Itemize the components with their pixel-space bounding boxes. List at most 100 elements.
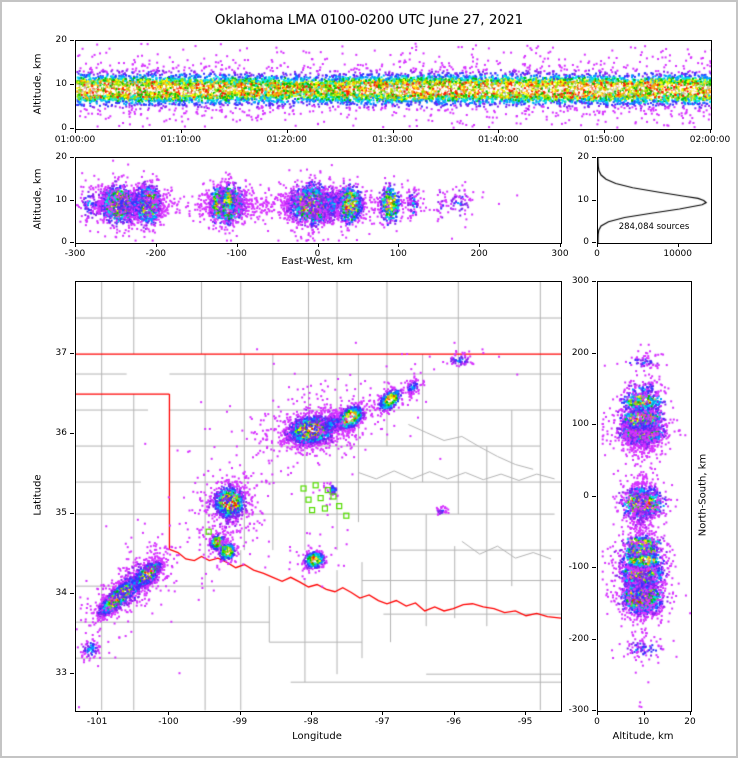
east-west-xlabel: East-West, km	[281, 256, 353, 267]
tick-label: 35	[55, 508, 67, 519]
tick-mark	[398, 243, 400, 247]
tick-mark	[70, 128, 74, 129]
tick-label: 0	[594, 717, 600, 727]
figure-title: Oklahoma LMA 0100-0200 UTC June 27, 2021	[214, 12, 524, 28]
tick-label: -97	[375, 717, 390, 727]
north-south-xlabel: Altitude, km	[612, 731, 674, 742]
tick-mark	[180, 129, 182, 133]
tick-mark	[70, 593, 74, 595]
tick-label: 10	[55, 194, 67, 205]
plan-view-canvas	[76, 282, 561, 711]
tick-label: -96	[446, 717, 462, 727]
tick-label: 33	[55, 668, 67, 679]
tick-label: 0	[61, 123, 67, 133]
tick-mark	[392, 129, 394, 133]
tick-label: 300	[551, 249, 569, 259]
tick-mark	[311, 711, 313, 715]
tick-mark	[592, 495, 596, 497]
tick-label: 20	[577, 152, 589, 162]
tick-mark	[592, 199, 596, 201]
tick-label: -100	[158, 717, 179, 727]
tick-label: 0	[314, 249, 321, 259]
tick-mark	[70, 40, 74, 41]
tick-label: 200	[470, 249, 488, 259]
tick-mark	[643, 711, 645, 715]
tick-mark	[525, 711, 527, 715]
panel-altitude-histogram	[597, 157, 712, 244]
tick-label: 36	[55, 428, 67, 439]
tick-mark	[453, 711, 455, 715]
tick-mark	[97, 711, 99, 715]
tick-mark	[592, 242, 596, 243]
tick-mark	[155, 243, 157, 247]
tick-mark	[382, 711, 384, 715]
tick-mark	[592, 567, 596, 568]
tick-label: 0	[583, 237, 589, 247]
tick-mark	[70, 157, 74, 158]
tick-mark	[560, 243, 561, 247]
tick-label: -100	[226, 249, 247, 259]
tick-mark	[70, 353, 74, 355]
tick-label: 02:00:00	[689, 135, 731, 145]
tick-label: 100	[389, 249, 407, 259]
north-south-canvas	[598, 282, 691, 711]
tick-label: 01:10:00	[160, 135, 202, 145]
tick-mark	[498, 129, 500, 133]
tick-label: 01:40:00	[478, 135, 519, 145]
tick-mark	[597, 711, 598, 715]
tick-label: 100	[571, 419, 589, 429]
tick-mark	[677, 243, 679, 247]
time-height-ylabel: Altitude, km	[32, 53, 44, 115]
panel-north-south	[597, 281, 692, 712]
tick-mark	[710, 129, 711, 133]
tick-label: -200	[568, 633, 589, 644]
tick-label: 20	[55, 152, 67, 162]
tick-mark	[317, 243, 319, 247]
tick-label: -101	[86, 717, 108, 727]
map-ylabel: Latitude	[32, 474, 44, 516]
tick-mark	[592, 424, 596, 425]
source-count-label: 284,084 sources	[618, 222, 690, 232]
east-west-ylabel: Altitude, km	[32, 168, 44, 230]
tick-label: 20	[684, 717, 696, 727]
tick-mark	[597, 243, 598, 247]
tick-mark	[690, 711, 691, 715]
tick-mark	[604, 129, 606, 133]
tick-mark	[70, 513, 74, 515]
tick-label: 0	[594, 249, 600, 259]
tick-label: 10000	[663, 249, 693, 259]
tick-mark	[592, 157, 596, 158]
tick-label: 01:30:00	[372, 135, 413, 145]
time-height-canvas	[76, 41, 711, 129]
tick-label: -100	[568, 562, 589, 572]
tick-label: -99	[232, 717, 248, 727]
tick-label: 37	[55, 348, 67, 359]
tick-mark	[239, 711, 241, 715]
tick-label: 200	[571, 347, 589, 358]
tick-label: 20	[55, 35, 67, 45]
tick-mark	[70, 84, 74, 85]
map-xlabel: Longitude	[292, 731, 342, 742]
tick-mark	[70, 673, 74, 675]
tick-label: 10	[55, 79, 67, 89]
tick-mark	[236, 243, 238, 247]
tick-label: 10	[577, 194, 589, 205]
tick-label: 10	[637, 717, 650, 727]
tick-label: -95	[517, 717, 533, 727]
tick-mark	[75, 243, 76, 247]
tick-label: -200	[145, 249, 167, 259]
tick-mark	[70, 242, 74, 243]
altitude-histogram-canvas	[598, 158, 711, 243]
tick-mark	[168, 711, 170, 715]
panel-time-height	[75, 40, 712, 130]
tick-label: 34	[55, 588, 67, 599]
tick-mark	[592, 710, 596, 711]
tick-mark	[592, 352, 596, 354]
tick-label: -300	[568, 705, 589, 715]
tick-label: 0	[61, 237, 67, 247]
tick-label: -98	[303, 717, 319, 727]
tick-label: 01:00:00	[54, 135, 96, 145]
north-south-ylabel: North-South, km	[697, 453, 709, 537]
tick-label: 01:20:00	[266, 135, 307, 145]
